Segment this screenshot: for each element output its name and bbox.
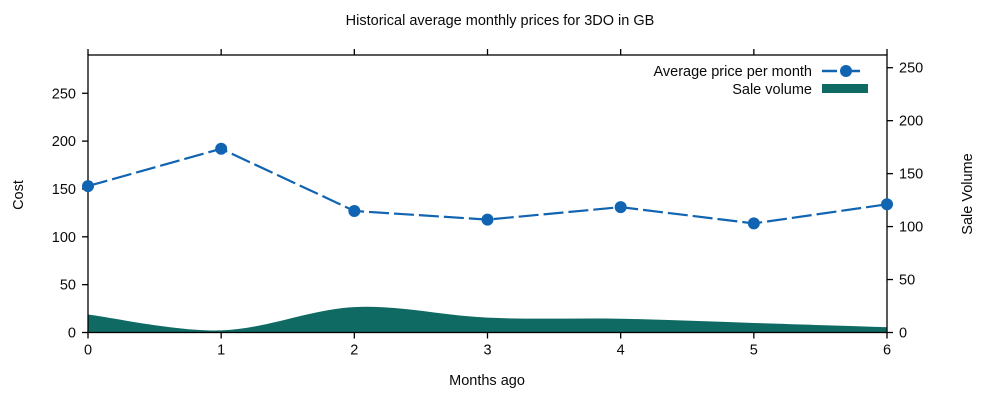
legend-marker-sample — [840, 65, 852, 77]
y2-tick-label: 250 — [899, 61, 923, 77]
y-tick-label: 100 — [52, 230, 76, 246]
average-price-line — [87, 147, 888, 225]
y-tick-label: 0 — [68, 326, 76, 342]
y2-tick-label: 0 — [899, 326, 907, 342]
x-tick-label: 1 — [217, 343, 225, 359]
y2-tick-label: 50 — [899, 273, 915, 289]
price-point-marker — [348, 204, 361, 217]
price-point-marker — [82, 180, 94, 193]
x-tick-label: 6 — [883, 343, 891, 359]
legend-label-sale-volume: Sale volume — [732, 82, 812, 98]
x-tick-label: 0 — [84, 343, 92, 359]
sale-volume-area — [88, 306, 887, 333]
price-point-marker — [215, 142, 228, 155]
legend-area-swatch — [822, 84, 868, 93]
legend-label-average-price: Average price per month — [653, 64, 812, 80]
y-tick-label: 150 — [52, 182, 76, 198]
y2-tick-label: 100 — [899, 220, 923, 236]
y-tick-label: 50 — [60, 278, 76, 294]
x-axis-label: Months ago — [449, 373, 525, 389]
x-tick-label: 2 — [350, 343, 358, 359]
y-tick-label: 250 — [52, 86, 76, 102]
y-tick-label: 200 — [52, 134, 76, 150]
price-point-marker — [747, 217, 760, 230]
x-tick-label: 5 — [750, 343, 758, 359]
x-tick-label: 4 — [617, 343, 625, 359]
price-point-marker — [481, 213, 494, 226]
chart-title: Historical average monthly prices for 3D… — [345, 13, 655, 29]
x-tick-label: 3 — [483, 343, 491, 359]
y2-tick-label: 150 — [899, 167, 923, 183]
y2-tick-label: 200 — [899, 114, 923, 130]
price-point-marker — [614, 201, 627, 214]
price-point-marker — [881, 198, 893, 211]
